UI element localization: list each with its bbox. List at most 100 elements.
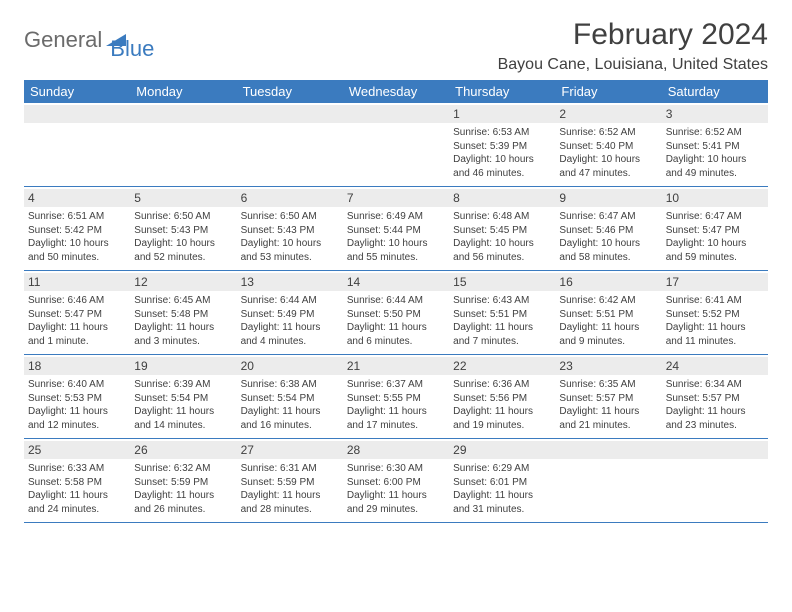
day-info: Sunrise: 6:39 AMSunset: 5:54 PMDaylight:… — [134, 378, 232, 432]
day-info: Sunrise: 6:44 AMSunset: 5:49 PMDaylight:… — [241, 294, 339, 348]
sunrise-text: Sunrise: 6:44 AM — [241, 294, 339, 308]
day-cell: 23Sunrise: 6:35 AMSunset: 5:57 PMDayligh… — [555, 355, 661, 438]
daylight-text: Daylight: 11 hours and 23 minutes. — [666, 405, 764, 432]
sunset-text: Sunset: 6:01 PM — [453, 476, 551, 490]
day-info: Sunrise: 6:47 AMSunset: 5:46 PMDaylight:… — [559, 210, 657, 264]
day-cell: 26Sunrise: 6:32 AMSunset: 5:59 PMDayligh… — [130, 439, 236, 522]
day-number: 19 — [130, 357, 236, 375]
sunset-text: Sunset: 6:00 PM — [347, 476, 445, 490]
day-cell — [24, 103, 130, 186]
day-cell: 3Sunrise: 6:52 AMSunset: 5:41 PMDaylight… — [662, 103, 768, 186]
day-cell: 4Sunrise: 6:51 AMSunset: 5:42 PMDaylight… — [24, 187, 130, 270]
daylight-text: Daylight: 10 hours and 47 minutes. — [559, 153, 657, 180]
sunrise-text: Sunrise: 6:42 AM — [559, 294, 657, 308]
daylight-text: Daylight: 11 hours and 31 minutes. — [453, 489, 551, 516]
day-number-empty — [24, 105, 130, 123]
daylight-text: Daylight: 11 hours and 3 minutes. — [134, 321, 232, 348]
day-number-empty — [130, 105, 236, 123]
week-row: 11Sunrise: 6:46 AMSunset: 5:47 PMDayligh… — [24, 271, 768, 355]
sunrise-text: Sunrise: 6:50 AM — [134, 210, 232, 224]
day-info: Sunrise: 6:50 AMSunset: 5:43 PMDaylight:… — [241, 210, 339, 264]
logo-text-blue: Blue — [110, 36, 154, 62]
day-cell — [130, 103, 236, 186]
daylight-text: Daylight: 10 hours and 46 minutes. — [453, 153, 551, 180]
sunset-text: Sunset: 5:59 PM — [241, 476, 339, 490]
sunrise-text: Sunrise: 6:34 AM — [666, 378, 764, 392]
day-cell: 16Sunrise: 6:42 AMSunset: 5:51 PMDayligh… — [555, 271, 661, 354]
sunrise-text: Sunrise: 6:38 AM — [241, 378, 339, 392]
logo-text-general: General — [24, 27, 102, 53]
daylight-text: Daylight: 11 hours and 4 minutes. — [241, 321, 339, 348]
sunrise-text: Sunrise: 6:32 AM — [134, 462, 232, 476]
sunrise-text: Sunrise: 6:46 AM — [28, 294, 126, 308]
day-number: 13 — [237, 273, 343, 291]
sunset-text: Sunset: 5:53 PM — [28, 392, 126, 406]
week-row: 18Sunrise: 6:40 AMSunset: 5:53 PMDayligh… — [24, 355, 768, 439]
day-number: 22 — [449, 357, 555, 375]
daylight-text: Daylight: 10 hours and 53 minutes. — [241, 237, 339, 264]
day-number: 5 — [130, 189, 236, 207]
day-cell: 20Sunrise: 6:38 AMSunset: 5:54 PMDayligh… — [237, 355, 343, 438]
day-cell: 12 Sunrise: 6:45 AMSunset: 5:48 PMDayligh… — [130, 271, 236, 354]
day-cell: 19 Sunrise: 6:39 AMSunset: 5:54 PMDayligh… — [130, 355, 236, 438]
daylight-text: Daylight: 11 hours and 1 minute. — [28, 321, 126, 348]
day-number: 7 — [343, 189, 449, 207]
sunset-text: Sunset: 5:59 PM — [134, 476, 232, 490]
day-cell: 1Sunrise: 6:53 AMSunset: 5:39 PMDaylight… — [449, 103, 555, 186]
day-number: 18 — [24, 357, 130, 375]
day-info: Sunrise: 6:45 AMSunset: 5:48 PMDaylight:… — [134, 294, 232, 348]
day-number: 12 — [130, 273, 236, 291]
daylight-text: Daylight: 11 hours and 6 minutes. — [347, 321, 445, 348]
day-header: Wednesday — [343, 80, 449, 103]
daylight-text: Daylight: 10 hours and 52 minutes. — [134, 237, 232, 264]
day-cell: 27Sunrise: 6:31 AMSunset: 5:59 PMDayligh… — [237, 439, 343, 522]
sunset-text: Sunset: 5:55 PM — [347, 392, 445, 406]
day-number: 8 — [449, 189, 555, 207]
day-header-row: Sunday Monday Tuesday Wednesday Thursday… — [24, 80, 768, 103]
sunrise-text: Sunrise: 6:53 AM — [453, 126, 551, 140]
day-header: Tuesday — [237, 80, 343, 103]
sunset-text: Sunset: 5:47 PM — [28, 308, 126, 322]
day-header: Monday — [130, 80, 236, 103]
day-number: 25 — [24, 441, 130, 459]
calendar: Sunday Monday Tuesday Wednesday Thursday… — [24, 80, 768, 523]
day-cell — [662, 439, 768, 522]
day-info: Sunrise: 6:43 AMSunset: 5:51 PMDaylight:… — [453, 294, 551, 348]
sunset-text: Sunset: 5:50 PM — [347, 308, 445, 322]
day-cell: 10Sunrise: 6:47 AMSunset: 5:47 PMDayligh… — [662, 187, 768, 270]
day-number: 4 — [24, 189, 130, 207]
day-header: Saturday — [662, 80, 768, 103]
day-cell: 17Sunrise: 6:41 AMSunset: 5:52 PMDayligh… — [662, 271, 768, 354]
day-cell: 11Sunrise: 6:46 AMSunset: 5:47 PMDayligh… — [24, 271, 130, 354]
sunset-text: Sunset: 5:44 PM — [347, 224, 445, 238]
day-info: Sunrise: 6:48 AMSunset: 5:45 PMDaylight:… — [453, 210, 551, 264]
sunset-text: Sunset: 5:57 PM — [559, 392, 657, 406]
day-cell: 6 Sunrise: 6:50 AMSunset: 5:43 PMDaylight… — [237, 187, 343, 270]
day-number: 6 — [237, 189, 343, 207]
daylight-text: Daylight: 10 hours and 58 minutes. — [559, 237, 657, 264]
day-cell: 8 Sunrise: 6:48 AMSunset: 5:45 PMDaylight… — [449, 187, 555, 270]
day-number: 20 — [237, 357, 343, 375]
day-number: 3 — [662, 105, 768, 123]
day-cell: 2Sunrise: 6:52 AMSunset: 5:40 PMDaylight… — [555, 103, 661, 186]
daylight-text: Daylight: 11 hours and 19 minutes. — [453, 405, 551, 432]
day-number: 9 — [555, 189, 661, 207]
daylight-text: Daylight: 11 hours and 11 minutes. — [666, 321, 764, 348]
sunrise-text: Sunrise: 6:35 AM — [559, 378, 657, 392]
sunset-text: Sunset: 5:42 PM — [28, 224, 126, 238]
sunrise-text: Sunrise: 6:47 AM — [559, 210, 657, 224]
day-info: Sunrise: 6:33 AMSunset: 5:58 PMDaylight:… — [28, 462, 126, 516]
sunset-text: Sunset: 5:51 PM — [559, 308, 657, 322]
day-info: Sunrise: 6:49 AMSunset: 5:44 PMDaylight:… — [347, 210, 445, 264]
sunrise-text: Sunrise: 6:37 AM — [347, 378, 445, 392]
sunrise-text: Sunrise: 6:47 AM — [666, 210, 764, 224]
daylight-text: Daylight: 10 hours and 50 minutes. — [28, 237, 126, 264]
day-cell: 25 Sunrise: 6:33 AMSunset: 5:58 PMDayligh… — [24, 439, 130, 522]
day-info: Sunrise: 6:53 AMSunset: 5:39 PMDaylight:… — [453, 126, 551, 180]
day-cell: 9 Sunrise: 6:47 AMSunset: 5:46 PMDaylight… — [555, 187, 661, 270]
sunrise-text: Sunrise: 6:39 AM — [134, 378, 232, 392]
sunrise-text: Sunrise: 6:33 AM — [28, 462, 126, 476]
daylight-text: Daylight: 10 hours and 55 minutes. — [347, 237, 445, 264]
daylight-text: Daylight: 11 hours and 14 minutes. — [134, 405, 232, 432]
day-number: 16 — [555, 273, 661, 291]
